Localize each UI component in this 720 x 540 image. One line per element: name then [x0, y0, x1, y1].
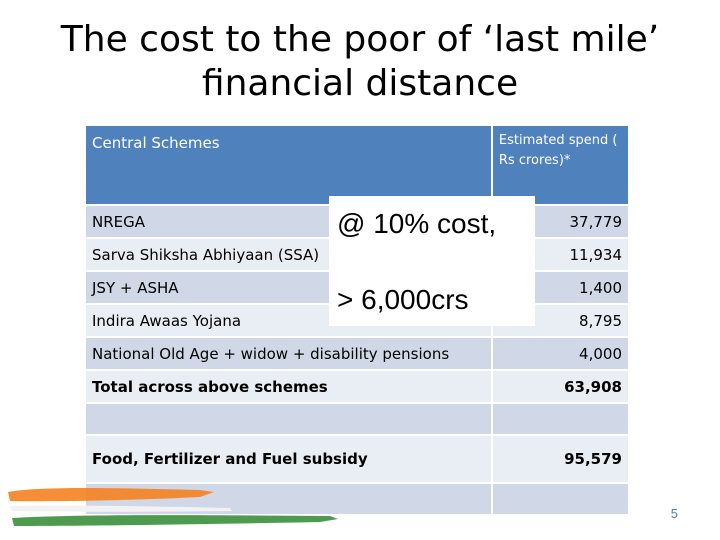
row-spend	[490, 402, 628, 434]
table-row	[86, 482, 628, 514]
page-number: 5	[670, 506, 678, 521]
row-scheme	[86, 402, 491, 434]
row-spend: 63,908	[490, 369, 628, 402]
table-row	[86, 402, 628, 434]
header-scheme: Central Schemes	[86, 126, 491, 204]
row-scheme: Total across above schemes	[86, 369, 491, 402]
row-scheme: Food, Fertilizer and Fuel subsidy	[86, 434, 491, 482]
title-line-1: The cost to the poor of ‘last mile’	[60, 19, 660, 60]
title-line-2: financial distance	[201, 63, 519, 104]
callout-line-2: > 6,000crs	[337, 284, 469, 315]
row-spend	[490, 482, 628, 514]
table-row: National Old Age + widow + disability pe…	[86, 336, 628, 369]
row-spend: 4,000	[490, 336, 628, 369]
green-stroke	[12, 515, 338, 526]
slide-title: The cost to the poor of ‘last mile’ fina…	[0, 18, 720, 106]
table-row: Total across above schemes 63,908	[86, 369, 628, 402]
saffron-stroke	[8, 488, 214, 502]
header-spend: Estimated spend ( Rs crores)*	[490, 126, 628, 204]
row-scheme: National Old Age + widow + disability pe…	[86, 336, 491, 369]
cost-callout-box: @ 10% cost, > 6,000crs	[329, 196, 535, 326]
table-header-row: Central Schemes Estimated spend ( Rs cro…	[86, 126, 628, 204]
callout-line-1: @ 10% cost,	[337, 208, 497, 239]
white-stroke	[10, 505, 232, 512]
row-spend: 95,579	[490, 434, 628, 482]
table-row: Food, Fertilizer and Fuel subsidy 95,579	[86, 434, 628, 482]
tricolor-brush-decoration	[8, 488, 338, 526]
